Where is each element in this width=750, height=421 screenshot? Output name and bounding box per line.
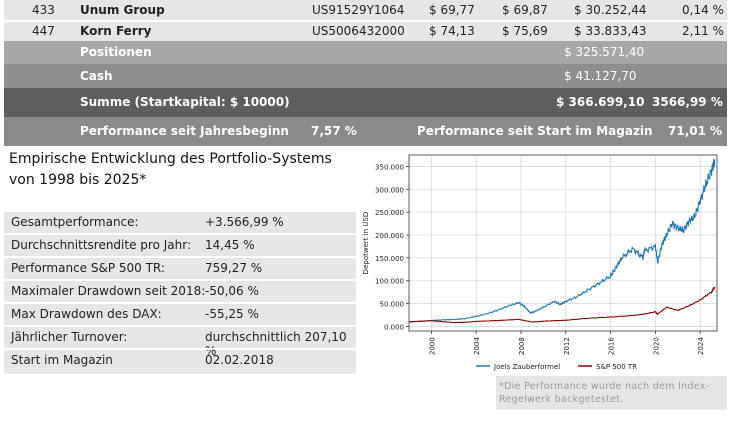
stat-label: Maximaler Drawdown seit 2018: bbox=[11, 284, 206, 298]
x-tick-label: 2020 bbox=[652, 337, 660, 355]
stat-label: Start im Magazin bbox=[11, 353, 113, 367]
price-cell: $ 69,77 bbox=[429, 3, 475, 17]
cash-row: Cash $ 41.127,70 bbox=[4, 64, 727, 88]
stats-title: Empirische Entwicklung des Portfolio-Sys… bbox=[9, 149, 332, 191]
price-cell: $ 75,69 bbox=[502, 24, 548, 38]
price-cell: $ 74,13 bbox=[429, 24, 475, 38]
stat-row: Start im Magazin 02.02.2018 bbox=[4, 348, 356, 374]
summe-value: $ 366.699,10 bbox=[556, 95, 645, 109]
stat-value: 14,45 % bbox=[205, 238, 255, 252]
value-cell: $ 30.252,44 bbox=[574, 3, 647, 17]
perf-start-value: 71,01 % bbox=[668, 124, 723, 138]
chart-svg: 0.000 50.000 100.000 150.000 200.000 250.000 3… bbox=[362, 154, 718, 371]
y-tick-label: 150.000 bbox=[375, 255, 404, 263]
positionen-value: $ 325.571,40 bbox=[564, 45, 645, 59]
x-tick-label: 2024 bbox=[697, 337, 705, 355]
performance-chart: 0.000 50.000 100.000 150.000 200.000 250.000 3… bbox=[356, 148, 727, 374]
legend-label: S&P 500 TR bbox=[596, 363, 637, 371]
y-tick-label: 350.000 bbox=[375, 163, 404, 171]
stat-label: Max Drawdown des DAX: bbox=[11, 307, 162, 321]
perf-ytd-label: Performance seit Jahresbeginn bbox=[80, 124, 289, 138]
price-cell: $ 69,87 bbox=[502, 3, 548, 17]
summe-label: Summe (Startkapital: $ 10000) bbox=[80, 95, 290, 109]
x-tick-label: 2008 bbox=[518, 337, 526, 355]
x-tick-label: 2004 bbox=[473, 337, 481, 355]
stats-title-line2: von 1998 bis 2025* bbox=[9, 172, 147, 188]
series-line-zauberformel bbox=[408, 158, 716, 323]
stat-value: -55,25 % bbox=[205, 307, 259, 321]
rank-cell: 447 bbox=[32, 24, 55, 38]
series-line-sp500 bbox=[408, 286, 716, 324]
stats-table: Gesamtperformance: +3.566,99 % Durchschn… bbox=[4, 210, 356, 374]
share-cell: 2,11 % bbox=[682, 24, 724, 38]
stat-value: 02.02.2018 bbox=[205, 353, 274, 367]
stat-value: 759,27 % bbox=[205, 261, 263, 275]
stat-value: durchschnittlich 207,10 % bbox=[205, 330, 347, 358]
y-tick-label: 300.000 bbox=[375, 186, 404, 194]
y-tick-label: 200.000 bbox=[375, 232, 404, 240]
table-row: 433 Unum Group US91529Y1064 $ 69,77 $ 69… bbox=[4, 0, 727, 20]
x-tick-label: 2000 bbox=[428, 337, 436, 355]
isin-cell: US91529Y1064 bbox=[312, 3, 405, 17]
y-tick-label: 100.000 bbox=[375, 278, 404, 286]
performance-row: Performance seit Jahresbeginn 7,57 % Per… bbox=[4, 117, 727, 146]
stat-row: Gesamtperformance: +3.566,99 % bbox=[4, 210, 356, 233]
row-divider bbox=[4, 20, 727, 22]
legend-label: Joels Zauberformel bbox=[493, 363, 560, 371]
footnote: *Die Performance wurde nach dem Index-Re… bbox=[499, 381, 710, 405]
stat-value: +3.566,99 % bbox=[205, 215, 284, 229]
positionen-row: Positionen $ 325.571,40 bbox=[4, 41, 727, 64]
summe-percent: 3566,99 % bbox=[652, 95, 723, 109]
stat-label: Gesamtperformance: bbox=[11, 215, 139, 229]
stat-row: Max Drawdown des DAX: -55,25 % bbox=[4, 302, 356, 325]
stat-label: Performance S&P 500 TR: bbox=[11, 261, 165, 275]
plot-frame bbox=[408, 154, 718, 332]
y-tick-label: 50.000 bbox=[380, 301, 405, 309]
footnote-box: *Die Performance wurde nach dem Index-Re… bbox=[496, 376, 727, 410]
stat-value: -50,06 % bbox=[205, 284, 259, 298]
x-tick-label: 2016 bbox=[608, 337, 616, 355]
y-axis-label: Depotwert in USD bbox=[362, 212, 370, 275]
stat-row: Performance S&P 500 TR: 759,27 % bbox=[4, 256, 356, 279]
rank-cell: 433 bbox=[32, 3, 55, 17]
positionen-label: Positionen bbox=[80, 45, 152, 59]
stat-row: Jährlicher Turnover: durchschnittlich 20… bbox=[4, 325, 356, 358]
company-cell: Korn Ferry bbox=[80, 24, 152, 38]
stat-row: Durchschnittsrendite pro Jahr: 14,45 % bbox=[4, 233, 356, 256]
share-cell: 0,14 % bbox=[682, 3, 724, 17]
cash-label: Cash bbox=[80, 69, 113, 83]
table-row: 447 Korn Ferry US5006432000 $ 74,13 $ 75… bbox=[4, 22, 727, 41]
stats-title-line1: Empirische Entwicklung des Portfolio-Sys… bbox=[9, 151, 332, 167]
value-cell: $ 33.833,43 bbox=[574, 24, 647, 38]
stat-row: Maximaler Drawdown seit 2018: -50,06 % bbox=[4, 279, 356, 302]
y-tick-label: 0.000 bbox=[384, 323, 404, 331]
x-tick-label: 2012 bbox=[563, 337, 571, 355]
stat-label: Jährlicher Turnover: bbox=[11, 330, 128, 344]
company-cell: Unum Group bbox=[80, 3, 165, 17]
cash-value: $ 41.127,70 bbox=[564, 69, 637, 83]
isin-cell: US5006432000 bbox=[312, 24, 405, 38]
perf-ytd-value: 7,57 % bbox=[311, 124, 357, 138]
y-tick-label: 250.000 bbox=[375, 209, 404, 217]
summe-row: Summe (Startkapital: $ 10000) $ 366.699,… bbox=[4, 88, 727, 117]
stat-label: Durchschnittsrendite pro Jahr: bbox=[11, 238, 191, 252]
perf-start-label: Performance seit Start im Magazin bbox=[417, 124, 653, 138]
